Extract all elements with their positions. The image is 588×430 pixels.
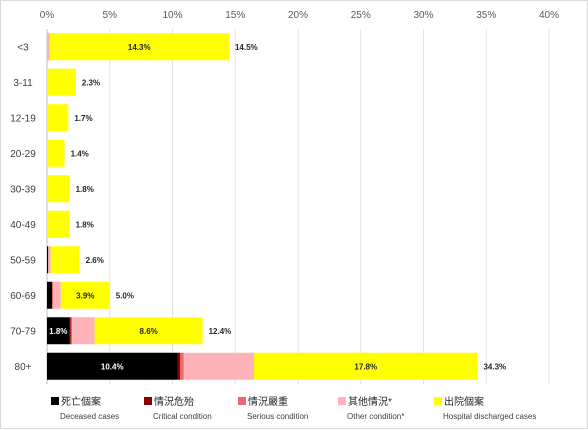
x-tick-label: 40% bbox=[539, 10, 559, 21]
legend-label-en: Critical condition bbox=[153, 412, 212, 421]
legend-label: 出院個案 bbox=[444, 395, 484, 408]
y-category-label: 3-11 bbox=[13, 78, 33, 89]
x-tick-label: 15% bbox=[225, 10, 245, 21]
legend-label-en: Deceased cases bbox=[60, 412, 119, 421]
bar-segment bbox=[70, 317, 73, 345]
bar-segment bbox=[47, 317, 70, 345]
legend-swatch bbox=[144, 397, 152, 405]
total-data-label: 1.4% bbox=[71, 149, 89, 158]
legend-swatch bbox=[51, 397, 59, 405]
segment-data-label: 1.8% bbox=[49, 327, 67, 336]
total-data-label: 1.8% bbox=[76, 220, 94, 229]
segment-data-label: 17.8% bbox=[354, 362, 377, 371]
bar-segment bbox=[47, 139, 65, 167]
y-category-label: 30-39 bbox=[10, 184, 36, 195]
legend-label-en: Other condition* bbox=[347, 412, 404, 421]
bar-segment bbox=[53, 281, 61, 309]
bar-segment bbox=[48, 246, 51, 274]
bar-segment bbox=[50, 246, 80, 274]
y-category-label: 12-19 bbox=[10, 113, 36, 124]
total-data-label: 1.8% bbox=[76, 185, 94, 194]
bar-segment bbox=[254, 352, 478, 380]
x-tick-label: 5% bbox=[103, 10, 118, 21]
x-tick-label: 25% bbox=[351, 10, 371, 21]
segment-data-label: 8.6% bbox=[140, 327, 158, 336]
legend-swatch bbox=[238, 397, 246, 405]
legend-label: 情況嚴重 bbox=[248, 395, 288, 408]
total-data-label: 12.4% bbox=[209, 327, 232, 336]
bar-segment bbox=[47, 68, 76, 96]
bar-segment bbox=[60, 281, 110, 309]
y-category-label: 80+ bbox=[15, 362, 32, 373]
bar-segments bbox=[47, 33, 478, 380]
bar-segment bbox=[69, 317, 71, 345]
segment-data-label: 3.9% bbox=[76, 291, 94, 300]
bar-segment bbox=[49, 33, 229, 61]
y-category-label: <3 bbox=[17, 42, 29, 53]
legend-label: 死亡個案 bbox=[61, 395, 101, 408]
bar-segment bbox=[47, 210, 70, 238]
bar-segment bbox=[47, 33, 50, 61]
legend-swatch bbox=[434, 397, 442, 405]
bar-segment bbox=[180, 352, 184, 380]
bar-segment bbox=[47, 281, 53, 309]
y-category-label: 60-69 bbox=[10, 291, 36, 302]
total-data-label: 1.7% bbox=[74, 114, 92, 123]
legend-label: 其他情況* bbox=[348, 395, 392, 408]
total-data-label: 2.3% bbox=[82, 78, 100, 87]
bar-segment bbox=[72, 317, 95, 345]
total-data-label: 14.5% bbox=[235, 43, 258, 52]
bar-segment bbox=[47, 246, 49, 274]
total-data-label: 34.3% bbox=[483, 362, 506, 371]
bar-segment bbox=[47, 352, 178, 380]
x-tick-label: 20% bbox=[288, 10, 308, 21]
bar-segment bbox=[52, 281, 54, 309]
legend-label: 情況危殆 bbox=[154, 395, 194, 408]
x-tick-label: 10% bbox=[162, 10, 182, 21]
x-tick-label: 30% bbox=[413, 10, 433, 21]
bar-segment bbox=[183, 352, 255, 380]
legend: 死亡個案 Deceased cases 情況危殆 Critical condition… bbox=[51, 395, 536, 421]
bar-segment bbox=[47, 175, 70, 203]
segment-data-label: 14.3% bbox=[128, 43, 151, 52]
y-axis-categories: <3 3-11 12-19 20-29 30-39 40-49 50-59 60-69 70-7… bbox=[10, 42, 36, 373]
x-tick-label: 0% bbox=[40, 10, 55, 21]
data-labels: 14.3% 14.5% 2.3% 1.7% 1.4% 1.8% 1.8% 2.6% 3.9% 5.… bbox=[49, 43, 506, 372]
y-category-label: 50-59 bbox=[10, 255, 36, 266]
total-data-label: 5.0% bbox=[116, 291, 134, 300]
bar-segment bbox=[94, 317, 203, 345]
legend-label-en: Hospital discharged cases bbox=[443, 412, 536, 421]
x-tick-label: 35% bbox=[476, 10, 496, 21]
total-data-label: 2.6% bbox=[86, 256, 104, 265]
legend-label-en: Serious condition bbox=[247, 412, 308, 421]
segment-data-label: 10.4% bbox=[101, 362, 124, 371]
y-category-label: 20-29 bbox=[10, 149, 36, 160]
bar-segment bbox=[177, 352, 181, 380]
bar-segment bbox=[47, 104, 69, 132]
legend-swatch bbox=[338, 397, 346, 405]
x-axis-ticks: 0% 5% 10% 15% 20% 25% 30% 35% 40% bbox=[40, 10, 559, 21]
y-category-label: 70-79 bbox=[10, 326, 36, 337]
y-category-label: 40-49 bbox=[10, 220, 36, 231]
